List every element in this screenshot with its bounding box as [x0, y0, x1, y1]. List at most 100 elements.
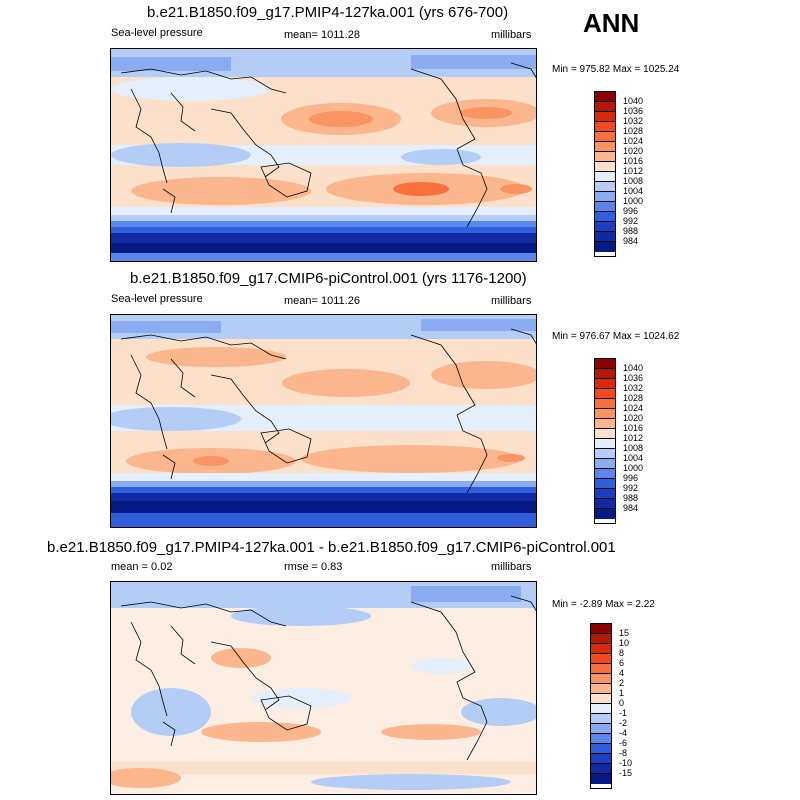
colorbar-swatch	[591, 754, 611, 764]
colorbar-swatch	[591, 724, 611, 734]
colorbar-2-label: 1012	[623, 433, 644, 443]
panel-3-minmax: Min = -2.89 Max = 2.22	[552, 599, 655, 610]
colorbar-swatch	[595, 389, 615, 399]
panel-1-colorbar	[594, 91, 616, 257]
colorbar-3-label: -10	[619, 758, 633, 768]
panel-3-title: b.e21.B1850.f09_g17.PMIP4-127ka.001 - b.…	[47, 539, 616, 556]
panel-3-units-label: millibars	[491, 561, 532, 573]
colorbar-1-label: 984	[623, 236, 639, 246]
colorbar-1-label: 1012	[623, 166, 644, 176]
colorbar-2-label: 1000	[623, 463, 644, 473]
season-label: ANN	[583, 8, 640, 38]
panel-3-mean-label: mean = 0.02	[111, 561, 173, 573]
panel-1-map	[110, 48, 537, 262]
colorbar-1-label: 992	[623, 216, 639, 226]
colorbar-swatch	[591, 654, 611, 664]
colorbar-swatch	[595, 222, 615, 232]
colorbar-1-label: 988	[623, 226, 639, 236]
panel-2-map	[110, 314, 537, 528]
panel-2-title: b.e21.B1850.f09_g17.CMIP6-piControl.001 …	[130, 270, 527, 287]
colorbar-2-label: 988	[623, 493, 639, 503]
panel-3-map	[110, 581, 537, 795]
colorbar-swatch	[591, 764, 611, 774]
colorbar-3-label: 6	[619, 658, 625, 668]
coastlines	[120, 595, 536, 761]
coastlines	[120, 62, 536, 228]
panel-2-minmax: Min = 976.67 Max = 1024.62	[552, 331, 680, 342]
colorbar-swatch	[595, 142, 615, 152]
colorbar-1-label: 1004	[623, 186, 644, 196]
colorbar-swatch	[595, 182, 615, 192]
panel-2-mean-label: mean= 1011.26	[284, 295, 360, 307]
colorbar-3-label: 8	[619, 648, 625, 658]
colorbar-1-label: 1020	[623, 146, 644, 156]
colorbar-1-label: 1028	[623, 126, 644, 136]
colorbar-1-label: 1008	[623, 176, 644, 186]
colorbar-swatch	[595, 172, 615, 182]
panel-2-colorbar	[594, 358, 616, 524]
colorbar-2-label: 1032	[623, 383, 644, 393]
colorbar-swatch	[591, 694, 611, 704]
colorbar-1-label: 1016	[623, 156, 644, 166]
colorbar-1-label: 1036	[623, 106, 644, 116]
panel-1-map-svg	[111, 49, 536, 261]
colorbar-swatch	[595, 479, 615, 489]
colorbar-swatch	[595, 509, 615, 519]
colorbar-1-label: 1040	[623, 96, 644, 106]
panel-2-variable-label: Sea-level pressure	[111, 293, 203, 305]
colorbar-swatch	[591, 644, 611, 654]
colorbar-1-label: 1032	[623, 116, 644, 126]
colorbar-swatch	[591, 734, 611, 744]
colorbar-swatch	[591, 774, 611, 784]
colorbar-2-label: 992	[623, 483, 639, 493]
colorbar-swatch	[595, 439, 615, 449]
colorbar-2-label: 1004	[623, 453, 644, 463]
colorbar-swatch	[595, 212, 615, 222]
colorbar-swatch	[595, 242, 615, 252]
colorbar-3-label: 10	[619, 638, 630, 648]
panel-3-rmse-label: rmse = 0.83	[284, 561, 343, 573]
colorbar-2-label: 996	[623, 473, 639, 483]
colorbar-2-label: 1040	[623, 363, 644, 373]
panel-1-units-label: millibars	[491, 29, 532, 41]
colorbar-swatch	[591, 674, 611, 684]
colorbar-2-label: 984	[623, 503, 639, 513]
colorbar-swatch	[595, 132, 615, 142]
colorbar-3-label: -2	[619, 718, 628, 728]
colorbar-swatch	[595, 359, 615, 369]
panel-1-minmax: Min = 975.82 Max = 1025.24	[552, 64, 680, 75]
colorbar-swatch	[595, 112, 615, 122]
colorbar-2-label: 1036	[623, 373, 644, 383]
colorbar-2-label: 1020	[623, 413, 644, 423]
colorbar-1-label: 1000	[623, 196, 644, 206]
colorbar-1-label: 996	[623, 206, 639, 216]
colorbar-swatch	[591, 664, 611, 674]
colorbar-swatch	[595, 162, 615, 172]
colorbar-swatch	[595, 459, 615, 469]
colorbar-swatch	[595, 152, 615, 162]
colorbar-3-label: 15	[619, 628, 630, 638]
panel-3-map-svg	[111, 582, 536, 794]
colorbar-swatch	[591, 744, 611, 754]
panel-3-colorbar	[590, 623, 612, 789]
colorbar-swatch	[591, 684, 611, 694]
colorbar-3-label: -15	[619, 768, 633, 778]
colorbar-swatch	[591, 624, 611, 634]
colorbar-3-label: -4	[619, 728, 628, 738]
coastlines	[120, 328, 536, 494]
colorbar-swatch	[595, 469, 615, 479]
colorbar-swatch	[595, 102, 615, 112]
colorbar-swatch	[595, 399, 615, 409]
panel-2-map-svg	[111, 315, 536, 527]
colorbar-2-label: 1008	[623, 443, 644, 453]
colorbar-swatch	[595, 202, 615, 212]
panel-2-units-label: millibars	[491, 295, 532, 307]
colorbar-swatch	[595, 232, 615, 242]
colorbar-3-label: 1	[619, 688, 625, 698]
colorbar-3-label: -8	[619, 748, 628, 758]
panel-1-title: b.e21.B1850.f09_g17.PMIP4-127ka.001 (yrs…	[147, 4, 509, 21]
colorbar-2-label: 1016	[623, 423, 644, 433]
colorbar-swatch	[595, 449, 615, 459]
colorbar-swatch	[591, 704, 611, 714]
colorbar-swatch	[595, 379, 615, 389]
